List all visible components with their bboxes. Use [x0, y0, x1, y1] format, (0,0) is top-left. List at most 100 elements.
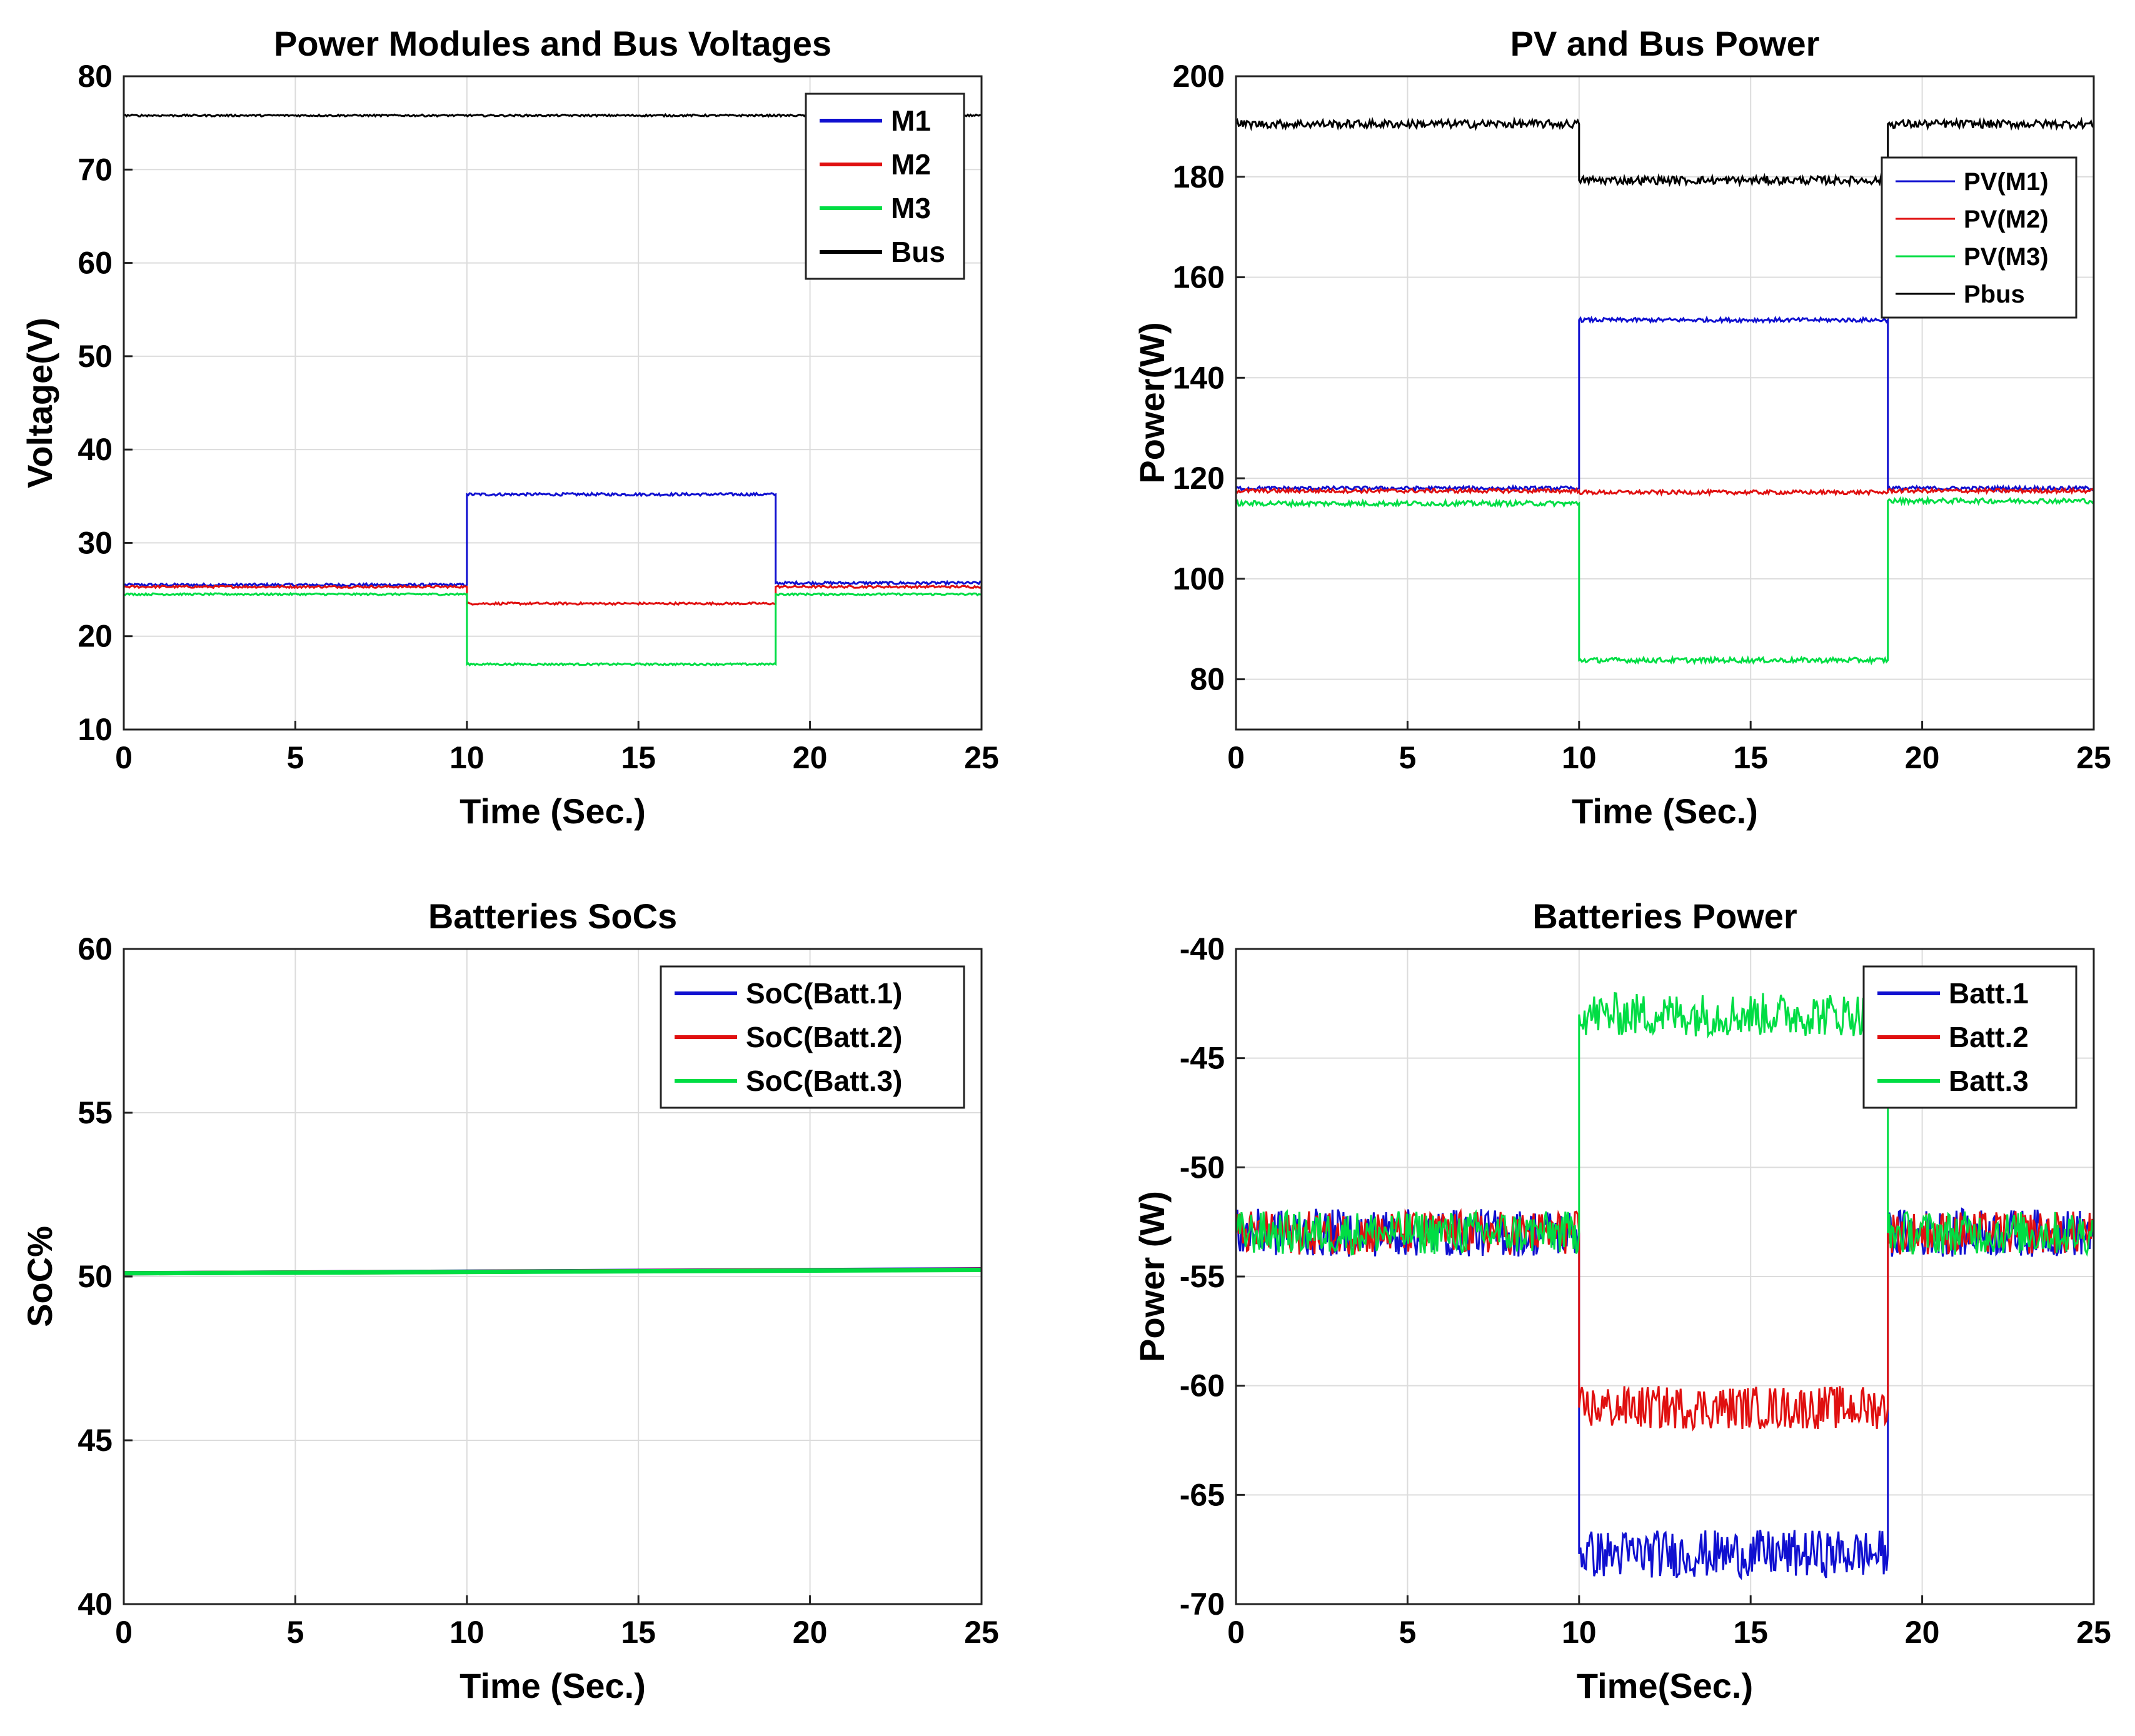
legend: M1 M2 M3 Bus [805, 93, 965, 280]
series-line-batt-3 [1236, 991, 2094, 1257]
y-tick-label: 60 [78, 931, 113, 966]
x-tick-label: 10 [450, 1615, 485, 1650]
x-axis-label: Time (Sec.) [1572, 791, 1758, 831]
chart-title: Batteries Power [1532, 896, 1797, 936]
legend-label: Batt.3 [1949, 1065, 2029, 1097]
x-tick-label: 0 [115, 1615, 133, 1650]
x-axis-label: Time(Sec.) [1577, 1666, 1753, 1705]
legend-label: Bus [891, 236, 945, 268]
series-line-soc-batt-3- [124, 1268, 982, 1276]
series-line-m1 [124, 491, 982, 588]
y-tick-label: 45 [78, 1423, 113, 1458]
legend: Batt.1 Batt.2 Batt.3 [1862, 965, 2077, 1109]
x-tick-label: 25 [964, 740, 999, 775]
y-tick-label: 40 [78, 1587, 113, 1622]
x-tick-label: 15 [621, 1615, 656, 1650]
x-tick-label: 5 [286, 1615, 304, 1650]
x-tick-label: 20 [1905, 1615, 1940, 1650]
y-tick-label: 200 [1173, 59, 1225, 94]
chart-pv_power: 0 5 10 15 20 25 80 100 120 140 160 180 200 PV and Bus… [1132, 24, 2111, 831]
legend-label: SoC(Batt.1) [746, 977, 902, 1010]
x-tick-label: 5 [1399, 740, 1416, 775]
chart-title: Batteries SoCs [428, 896, 677, 936]
y-tick-label: 120 [1173, 461, 1225, 496]
y-tick-label: -40 [1180, 931, 1225, 966]
series-line-pbus [1236, 116, 2094, 188]
legend-label: PV(M1) [1964, 168, 2049, 196]
y-tick-label: 160 [1173, 260, 1225, 295]
y-axis-label: SoC% [20, 1226, 59, 1327]
y-tick-label: 70 [78, 152, 113, 187]
legend-box [805, 93, 965, 280]
x-tick-label: 15 [1733, 740, 1768, 775]
x-tick-label: 5 [286, 740, 304, 775]
x-tick-label: 10 [450, 740, 485, 775]
y-tick-label: 50 [78, 1259, 113, 1294]
x-tick-label: 0 [115, 740, 133, 775]
x-tick-label: 0 [1227, 740, 1245, 775]
y-tick-label: 55 [78, 1095, 113, 1130]
legend-label: PV(M2) [1964, 206, 2049, 233]
x-tick-label: 10 [1562, 1615, 1597, 1650]
series-line-pv-m1- [1236, 315, 2094, 493]
series-line-pv-m3- [1236, 495, 2094, 666]
series-line-m2 [124, 584, 982, 606]
x-axis-label: Time (Sec.) [460, 1666, 646, 1705]
legend-label: PV(M3) [1964, 243, 2049, 271]
legend: PV(M1) PV(M2) PV(M3) Pbus [1881, 156, 2077, 319]
y-tick-label: 50 [78, 339, 113, 374]
x-tick-label: 25 [2076, 1615, 2111, 1650]
y-axis-label: Power (W) [1132, 1191, 1172, 1362]
chart-title: PV and Bus Power [1510, 24, 1820, 63]
x-tick-label: 20 [793, 1615, 828, 1650]
x-tick-label: 15 [1733, 1615, 1768, 1650]
y-tick-label: -60 [1180, 1368, 1225, 1403]
x-tick-label: 15 [621, 740, 656, 775]
y-tick-label: 60 [78, 246, 113, 281]
x-tick-label: 20 [1905, 740, 1940, 775]
y-tick-label: 80 [1190, 662, 1225, 697]
y-tick-label: -65 [1180, 1477, 1225, 1512]
legend-label: SoC(Batt.2) [746, 1021, 902, 1053]
legend-label: Batt.1 [1949, 977, 2029, 1010]
y-tick-label: -45 [1180, 1041, 1225, 1076]
y-tick-label: -50 [1180, 1150, 1225, 1185]
legend-box [1881, 156, 2077, 319]
series-line-pv-m2- [1236, 486, 2094, 497]
y-tick-label: -55 [1180, 1259, 1225, 1294]
chart-soc: 0 5 10 15 20 25 40 45 50 55 60 Batteries SoCs Time (… [20, 896, 999, 1705]
chart-batt_power: 0 5 10 15 20 25 -70 -65 -60 -55 -50 -45 -40 Batteries… [1132, 896, 2111, 1705]
legend-label: SoC(Batt.3) [746, 1065, 902, 1097]
x-axis-label: Time (Sec.) [460, 791, 646, 831]
chart-title: Power Modules and Bus Voltages [274, 24, 831, 63]
y-tick-label: 180 [1173, 159, 1225, 194]
axes-frame [123, 75, 983, 731]
legend-label: Batt.2 [1949, 1021, 2029, 1053]
chart-voltages: 0 5 10 15 20 25 10 20 30 40 50 60 70 80 Power Modules … [20, 24, 999, 831]
x-tick-label: 20 [793, 740, 828, 775]
y-tick-label: 10 [78, 712, 113, 747]
y-axis-label: Power(W) [1132, 322, 1172, 483]
x-tick-label: 25 [2076, 740, 2111, 775]
y-tick-label: 30 [78, 525, 113, 560]
y-tick-label: 80 [78, 59, 113, 94]
y-tick-label: 40 [78, 432, 113, 467]
legend-label: M1 [891, 104, 931, 137]
legend-box [1862, 965, 2077, 1109]
y-tick-label: 20 [78, 619, 113, 654]
legend-label: M2 [891, 148, 931, 181]
y-tick-label: -70 [1180, 1587, 1225, 1622]
y-tick-label: 100 [1173, 561, 1225, 596]
x-tick-label: 25 [964, 1615, 999, 1650]
legend-label: M3 [891, 192, 931, 224]
x-tick-label: 5 [1399, 1615, 1416, 1650]
y-axis-label: Voltage(V) [20, 318, 59, 488]
y-tick-label: 140 [1173, 360, 1225, 395]
series-line-m3 [124, 591, 982, 667]
x-tick-label: 10 [1562, 740, 1597, 775]
axes-frame [1235, 75, 2095, 731]
legend-label: Pbus [1964, 281, 2025, 308]
x-tick-label: 0 [1227, 1615, 1245, 1650]
legend: SoC(Batt.1) SoC(Batt.2) SoC(Batt.3) [660, 965, 965, 1109]
